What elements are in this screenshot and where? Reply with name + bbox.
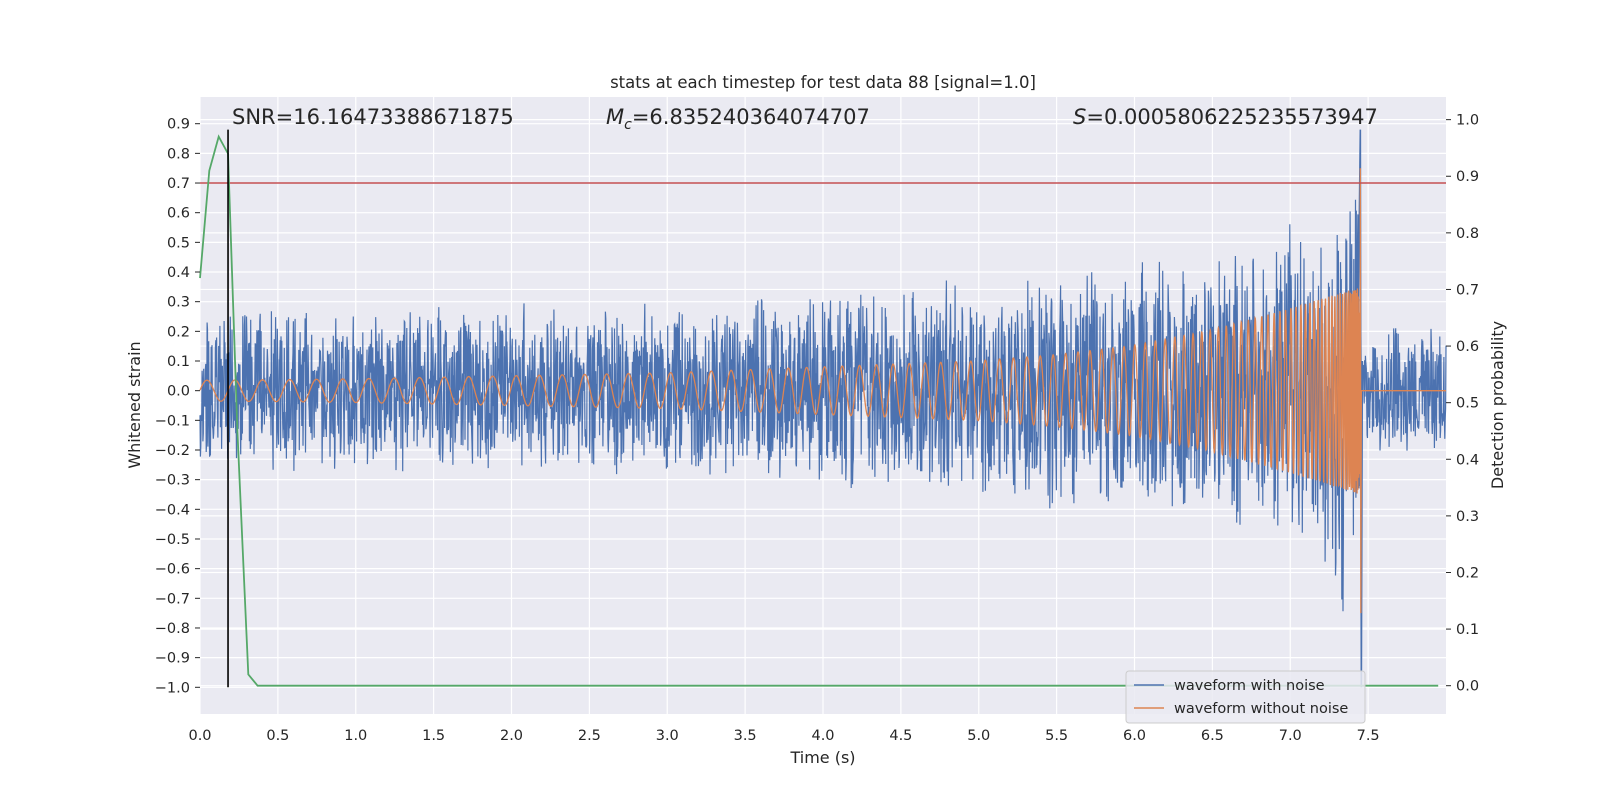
legend-label-noisy: waveform with noise [1174,678,1325,694]
y-tick-label-right: 0.2 [1456,565,1479,581]
y-tick-label-right: 0.8 [1456,226,1479,242]
legend: waveform with noise waveform without noi… [1125,670,1366,724]
x-tick-label: 6.0 [1123,728,1146,744]
y-axis-label-right: Detection probability [1488,321,1507,489]
y-tick-label-left: 0.7 [167,176,190,192]
x-tick-label: 1.0 [344,728,367,744]
x-tick-label: 6.5 [1201,728,1224,744]
y-axis-label-left: Whitened strain [125,341,144,468]
y-axis-right: 1.0 0.9 0.8 0.7 0.6 0.5 0.4 0.3 0.2 0.1 0.0 [1446,113,1479,695]
s-annotation: S=0.0005806225235573947 [1073,105,1378,129]
chart-title: stats at each timestep for test data 88 … [610,73,1036,92]
series-waveform-without-noise [199,168,1446,614]
x-axis: 0.0 0.5 1.0 1.5 2.0 2.5 3.0 3.5 4.0 4.5 5.0 5.5 6.0 6… [188,728,1379,744]
chirp-mass-value: =6.835240364074707 [632,105,870,129]
y-tick-label-left: 0.0 [167,384,190,400]
snr-annotation: SNR=16.16473388671875 [232,105,514,129]
x-tick-label: 1.5 [422,728,445,744]
y-tick-label-left: −1.0 [155,680,190,696]
y-tick-label-right: 0.4 [1456,452,1479,468]
y-tick-label-left: −0.2 [155,443,190,459]
y-tick-label-left: 0.1 [167,354,190,370]
legend-box [1125,670,1366,724]
x-tick-label: 3.0 [656,728,679,744]
y-tick-label-right: 0.7 [1456,282,1479,298]
x-tick-label: 2.0 [500,728,523,744]
y-tick-label-left: 0.6 [167,206,190,222]
y-tick-label-right: 0.5 [1456,396,1479,412]
x-tick-label: 7.0 [1279,728,1302,744]
x-tick-label: 2.5 [578,728,601,744]
y-tick-label-left: −0.1 [155,413,190,429]
y-tick-label-right: 0.6 [1456,339,1479,355]
y-tick-label-left: −0.5 [155,532,190,548]
x-tick-label: 4.5 [889,728,912,744]
y-tick-label-right: 0.9 [1456,169,1479,185]
y-tick-label-right: 1.0 [1456,113,1479,129]
y-tick-label-left: 0.2 [167,324,190,340]
x-tick-label: 0.0 [188,728,211,744]
chirp-mass-subscript: c [624,117,632,133]
chirp-mass-annotation: Mc=6.835240364074707 [606,105,870,133]
chirp-mass-symbol: M [606,105,624,129]
y-tick-label-left: 0.8 [167,146,190,162]
x-axis-label: Time (s) [789,748,855,767]
y-axis-left: 0.9 0.8 0.7 0.6 0.5 0.4 0.3 0.2 0.1 0.0 −0.1 −0.2 −0… [155,117,200,696]
x-tick-label: 0.5 [266,728,289,744]
legend-label-clean: waveform without noise [1174,701,1348,717]
y-tick-label-left: −0.6 [155,562,190,578]
x-tick-label: 5.5 [1045,728,1068,744]
y-tick-label-left: −0.8 [155,621,190,637]
y-tick-label-left: 0.4 [167,265,190,281]
y-tick-label-left: −0.3 [155,473,190,489]
s-symbol: S [1073,105,1086,129]
x-tick-label: 3.5 [734,728,757,744]
x-tick-label: 7.5 [1357,728,1380,744]
x-tick-label: 4.0 [811,728,834,744]
y-tick-label-left: −0.9 [155,651,190,667]
y-tick-label-left: −0.4 [155,502,190,518]
s-value: =0.0005806225235573947 [1086,105,1378,129]
y-tick-label-left: 0.5 [167,235,190,251]
y-tick-label-right: 0.1 [1456,622,1479,638]
y-tick-label-left: 0.9 [167,117,190,133]
x-tick-label: 5.0 [967,728,990,744]
series-waveform-with-noise [199,199,1447,612]
y-tick-label-left: −0.7 [155,591,190,607]
y-tick-label-right: 0.0 [1456,679,1479,695]
y-tick-label-left: 0.3 [167,295,190,311]
y-tick-label-right: 0.3 [1456,509,1479,525]
